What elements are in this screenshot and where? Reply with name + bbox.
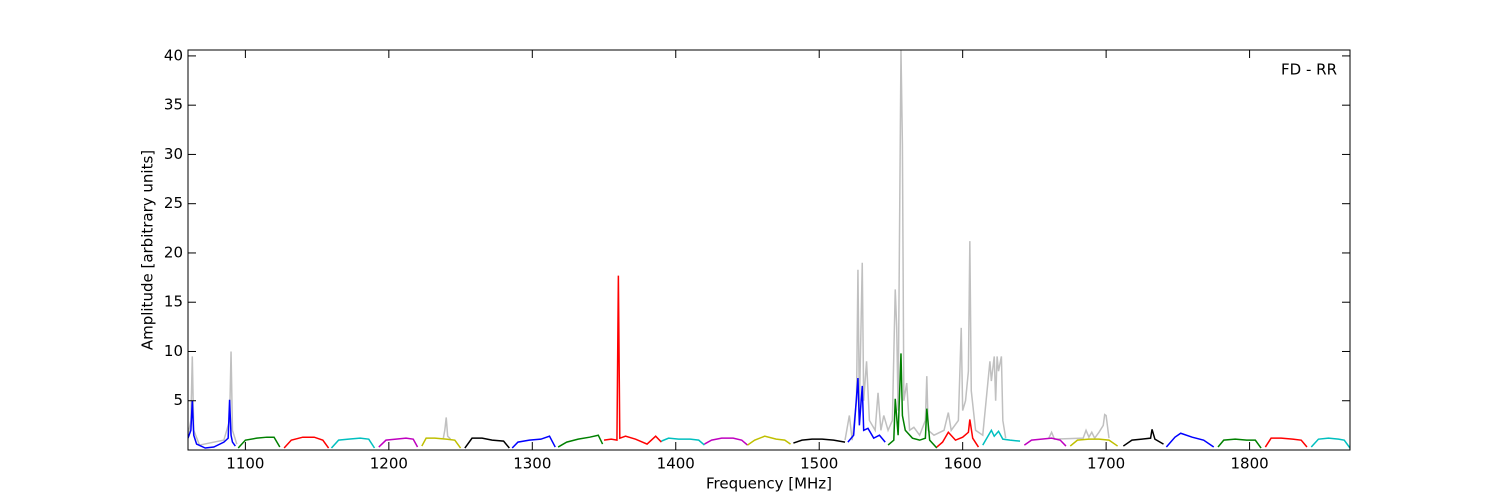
y-axis-label: Amplitude [arbitrary units] <box>139 150 157 350</box>
data-line <box>1310 437 1350 449</box>
x-axis-label: Frequency [MHz] <box>706 475 832 493</box>
data-line <box>1264 437 1308 448</box>
x-tick-label: 1700 <box>1087 455 1125 473</box>
data-line <box>1023 437 1067 447</box>
y-tick-label: 25 <box>164 194 183 212</box>
data-line <box>1122 429 1164 447</box>
y-tick-label: 20 <box>164 243 183 261</box>
data-line <box>1217 438 1262 449</box>
data-line <box>511 435 556 449</box>
data-line <box>747 435 791 446</box>
data-line <box>188 50 1110 446</box>
data-line <box>704 437 748 446</box>
data-line <box>661 437 705 446</box>
data-line <box>464 437 510 449</box>
x-tick-label: 1800 <box>1230 455 1268 473</box>
data-line <box>847 378 886 443</box>
data-line <box>557 434 604 448</box>
data-line <box>603 275 662 445</box>
y-tick-label: 10 <box>164 342 183 360</box>
annotation: FD - RR <box>1281 61 1337 79</box>
x-tick-label: 1400 <box>657 455 695 473</box>
x-tick-label: 1200 <box>370 455 408 473</box>
data-line <box>982 428 1021 446</box>
data-line <box>330 437 376 449</box>
x-tick-label: 1600 <box>944 455 982 473</box>
data-line <box>188 399 236 449</box>
y-tick-label: 5 <box>173 391 183 409</box>
y-tick-label: 30 <box>164 145 183 163</box>
data-line <box>793 438 846 444</box>
data-line <box>1069 438 1119 447</box>
x-tick-label: 1500 <box>800 455 838 473</box>
data-line <box>936 419 980 448</box>
data-line <box>283 436 330 449</box>
data-line <box>1165 432 1215 448</box>
data-line <box>237 436 281 449</box>
x-tick-label: 1300 <box>513 455 551 473</box>
y-tick-label: 15 <box>164 293 183 311</box>
plot-frame <box>187 49 1351 451</box>
y-tick-label: 40 <box>164 46 183 64</box>
data-line <box>378 437 419 448</box>
data-line <box>421 437 462 449</box>
y-tick-label: 35 <box>164 96 183 114</box>
data-line <box>887 353 938 449</box>
x-tick-label: 1100 <box>226 455 264 473</box>
